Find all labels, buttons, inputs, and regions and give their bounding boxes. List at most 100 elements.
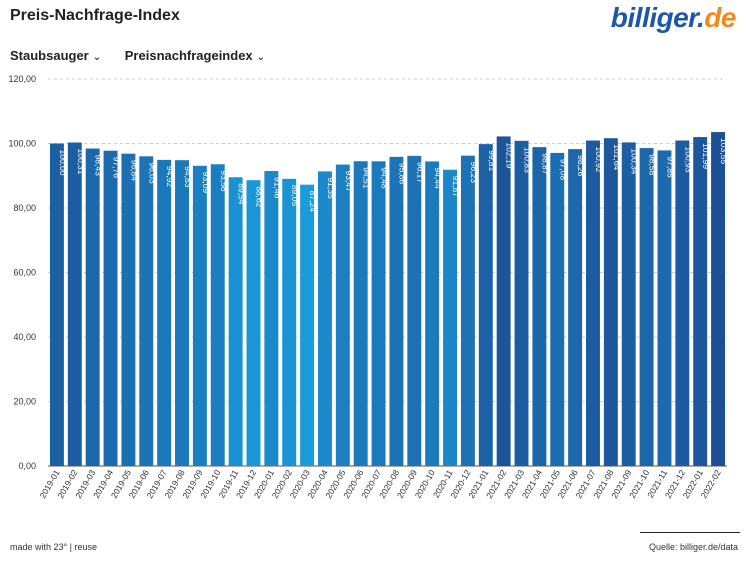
bar-value-labels: 100,00 100,31 98,43 97,76 96,84 96,03 94,92 94,…	[58, 138, 729, 212]
bar	[157, 159, 172, 466]
bar	[139, 156, 154, 466]
bar-value-label: 89,54	[237, 183, 247, 205]
bar	[228, 177, 243, 466]
bar	[353, 161, 368, 466]
y-tick-label: 100,00	[8, 139, 36, 149]
bar-value-label: 98,87	[540, 153, 550, 175]
bar-value-label: 93,56	[219, 170, 229, 192]
bar	[371, 161, 386, 466]
y-tick-label: 80,00	[13, 203, 36, 213]
bar-value-label: 95,86	[397, 163, 407, 185]
bar	[175, 160, 189, 466]
bar-value-label: 99,81	[487, 150, 497, 172]
bar-value-label: 94,83	[183, 166, 193, 188]
bar	[711, 132, 726, 466]
bar	[103, 150, 118, 466]
bar-value-label: 91,87	[451, 176, 461, 198]
bar-value-label: 101,99	[701, 143, 711, 169]
bar	[675, 140, 690, 467]
bar-value-label: 96,03	[147, 162, 157, 184]
metric-dropdown[interactable]: Preisnachfrageindex ⌄	[125, 48, 265, 63]
filter-bar: Staubsauger ⌄ Preisnachfrageindex ⌄	[10, 48, 285, 63]
bar-value-label: 100,00	[58, 150, 68, 176]
chevron-down-icon: ⌄	[256, 52, 266, 63]
bar	[478, 144, 493, 467]
bar	[460, 155, 475, 466]
bar-value-label: 91,35	[326, 177, 336, 199]
bar	[603, 138, 618, 466]
brand-logo[interactable]: billiger.de	[610, 2, 737, 34]
bar	[300, 184, 315, 466]
bar-value-label: 93,47	[344, 171, 354, 193]
bar-value-label: 101,64	[612, 144, 622, 170]
bar	[210, 164, 225, 467]
bar-value-label: 96,17	[415, 162, 425, 184]
bar-value-label: 98,58	[648, 154, 658, 176]
bar	[639, 148, 654, 466]
bar	[192, 165, 207, 467]
y-tick-label: 120,00	[8, 74, 36, 84]
bar-value-label: 100,93	[683, 147, 693, 173]
bar-value-label: 98,43	[94, 155, 104, 177]
source-text[interactable]: Quelle: billiger.de/data	[648, 542, 738, 552]
bar	[568, 149, 583, 466]
bar	[407, 155, 422, 466]
bar	[317, 171, 332, 467]
bar-value-label: 98,26	[576, 155, 586, 177]
bar	[657, 150, 672, 466]
credit-text[interactable]: made with 23° | reuse	[10, 542, 97, 552]
bar	[246, 180, 261, 466]
bar-value-label: 102,19	[505, 142, 515, 168]
y-tick-label: 0,00	[18, 461, 36, 471]
metric-dropdown-label: Preisnachfrageindex	[124, 48, 253, 63]
bar-value-label: 87,24	[308, 191, 318, 213]
bar	[264, 171, 279, 466]
bar-value-label: 96,84	[129, 160, 139, 182]
bar	[49, 143, 64, 466]
bar	[514, 140, 529, 467]
bar	[550, 152, 565, 467]
bar	[85, 148, 100, 467]
bar	[443, 169, 458, 467]
logo-main-text: billiger.	[610, 2, 705, 33]
bar-value-label: 94,44	[433, 167, 443, 189]
bar-value-label: 89,05	[290, 185, 300, 207]
bar-value-label: 97,76	[112, 157, 122, 179]
bar	[621, 142, 636, 466]
bar-value-label: 88,62	[254, 186, 264, 208]
y-tick-label: 40,00	[13, 332, 36, 342]
bar-value-label: 100,83	[523, 147, 533, 173]
chevron-down-icon: ⌄	[92, 52, 102, 63]
logo-tld-text: de	[704, 2, 736, 33]
y-tick-label: 60,00	[13, 268, 36, 278]
page-title: Preis-Nachfrage-Index	[10, 7, 180, 24]
bar	[425, 161, 440, 466]
footer-divider	[640, 532, 740, 533]
bar-value-label: 100,92	[594, 147, 604, 173]
bar-value-label: 94,51	[362, 167, 372, 189]
bar-value-label: 91,46	[272, 177, 282, 199]
category-dropdown-label: Staubsauger	[10, 48, 89, 63]
bar-value-label: 100,34	[630, 148, 640, 174]
bar	[121, 153, 136, 467]
bar-value-label: 100,31	[76, 149, 86, 175]
bar	[693, 137, 708, 466]
x-axis-ticks: 2019-012019-022019-032019-042019-052019-…	[37, 468, 723, 500]
bar	[389, 156, 404, 466]
y-axis-ticks: 0,00 20,00 40,00 60,00 80,00 100,00 120,00	[8, 74, 36, 471]
bar	[496, 136, 511, 466]
category-dropdown[interactable]: Staubsauger ⌄	[10, 48, 101, 63]
bar-value-label: 97,85	[665, 156, 675, 178]
bar-value-label: 97,08	[558, 159, 568, 181]
bar-value-label: 93,09	[201, 172, 211, 194]
bars	[49, 132, 726, 467]
bar	[282, 178, 297, 466]
bar-value-label: 94,48	[380, 167, 390, 189]
y-tick-label: 20,00	[13, 397, 36, 407]
bar	[532, 147, 547, 466]
bar-value-label: 103,55	[719, 138, 729, 164]
bar-value-label: 96,23	[469, 162, 479, 184]
bar	[586, 140, 600, 466]
bar	[67, 142, 82, 466]
